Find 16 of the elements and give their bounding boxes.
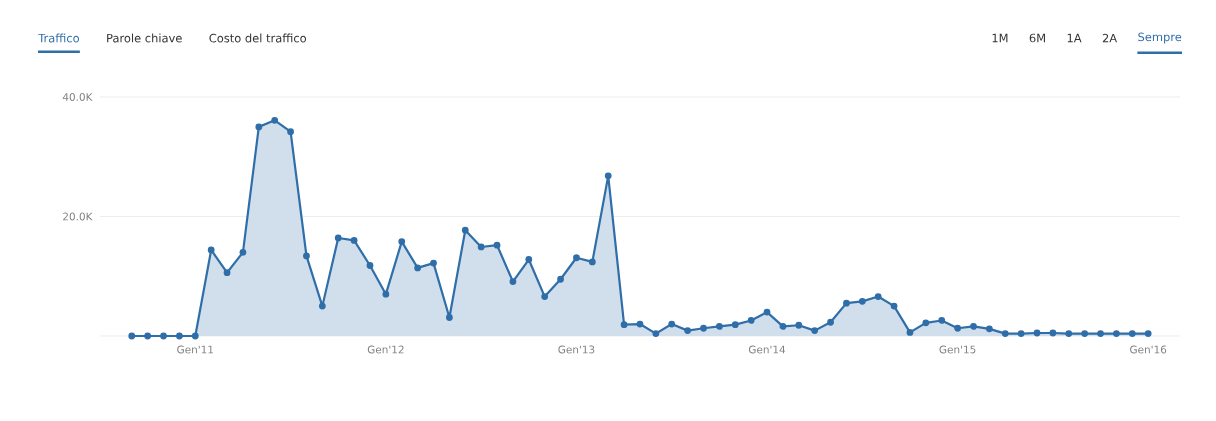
text: Sempre: [1138, 32, 1182, 44]
x-tick-label: Gen'13: [558, 345, 595, 354]
x-tick-label: Gen'11: [177, 345, 214, 354]
text: 2A: [1102, 33, 1118, 43]
text: Parole chiave: [107, 33, 182, 43]
text: 1M: [992, 33, 1008, 43]
x-tick-label: Gen'16: [1130, 345, 1167, 354]
text: Traffico: [38, 33, 80, 43]
text: Costo del traffico: [209, 33, 307, 43]
y-tick-label: 20.0K: [63, 212, 93, 221]
y-tick-label: 40.0K: [62, 93, 93, 101]
text: 6M: [1029, 33, 1045, 43]
x-tick-label: Gen'12: [367, 345, 404, 354]
x-tick-label: Gen'15: [939, 345, 976, 354]
x-tick-label: Gen'14: [748, 345, 786, 354]
text: 1A: [1067, 33, 1082, 43]
